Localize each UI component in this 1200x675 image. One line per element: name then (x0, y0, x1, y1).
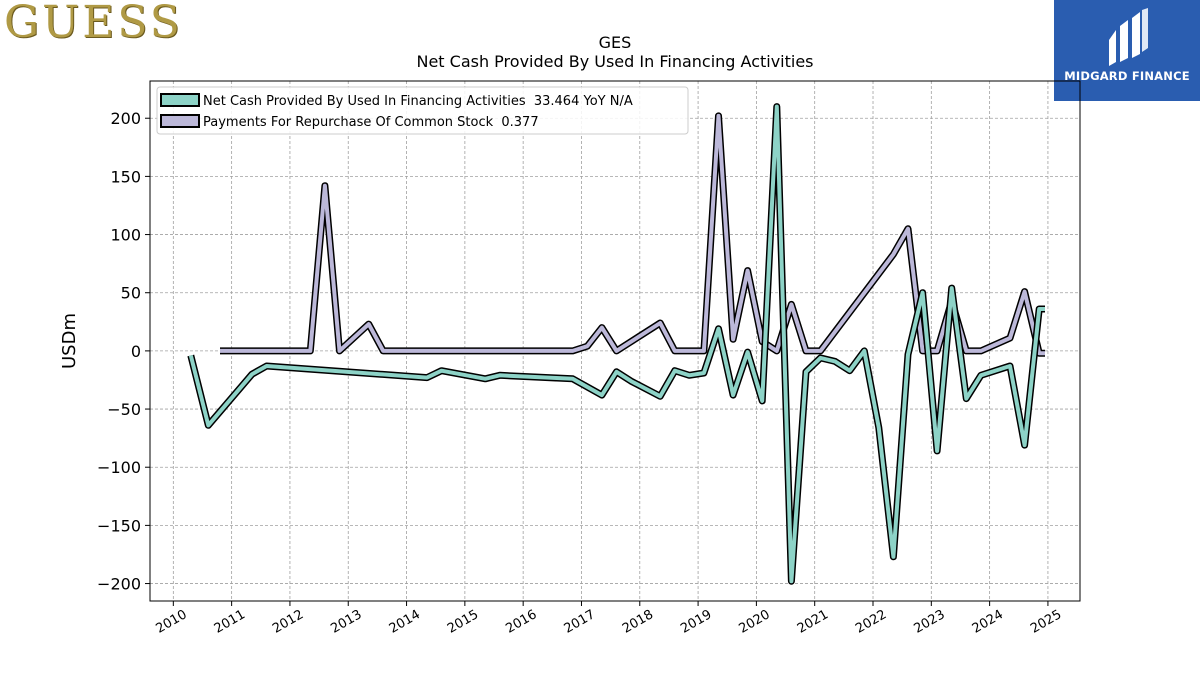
series-line-payments-for-repurchase-of-common-stock (220, 113, 1045, 356)
y-tick-label: −100 (97, 458, 141, 477)
y-tick-label: 150 (110, 167, 141, 186)
x-tick-label: 2017 (562, 607, 598, 637)
brand-logo: GUESS (4, 0, 183, 48)
x-axis: 2010 2011 2012 2013 2014 2015 2016 2017 2018 2019… (153, 601, 1064, 637)
y-tick-label: −150 (97, 516, 141, 535)
x-tick-label: 2013 (328, 607, 364, 637)
legend-swatch (160, 93, 200, 107)
x-tick-label: 2012 (270, 607, 306, 637)
x-tick-label: 2025 (1028, 607, 1064, 637)
series-line-net-cash-provided-by-used-in-financing-activities (188, 104, 1045, 584)
y-axis: −200 −150 −100 −50 0 50 100 150 200 (97, 109, 150, 594)
y-tick-label: 200 (110, 109, 141, 128)
x-tick-label: 2022 (853, 607, 889, 637)
partner-logo-name: MIDGARD FINANCE (1064, 69, 1190, 83)
legend-label: Payments For Repurchase Of Common Stock … (203, 115, 539, 130)
chart-title-ticker: GES (598, 33, 632, 52)
y-tick-label: 100 (110, 226, 141, 245)
series-lines (187, 103, 1045, 585)
legend-swatch (160, 114, 200, 128)
legend-box (156, 86, 689, 135)
partner-logo: MIDGARD FINANCE (1054, 0, 1200, 101)
grid (150, 81, 1080, 601)
x-tick-label: 2018 (620, 607, 656, 637)
legend: Net Cash Provided By Used In Financing A… (156, 86, 689, 135)
x-tick-label: 2014 (387, 607, 423, 637)
x-tick-label: 2020 (737, 607, 773, 637)
x-tick-label: 2024 (970, 607, 1006, 637)
plot-frame (149, 80, 1081, 602)
y-tick-label: 50 (121, 284, 141, 303)
x-tick-label: 2019 (678, 607, 714, 637)
x-tick-label: 2015 (445, 607, 481, 637)
y-tick-label: 0 (131, 342, 141, 361)
chart-title: Net Cash Provided By Used In Financing A… (416, 52, 814, 71)
partner-logo-mark-icon (1109, 8, 1148, 66)
y-axis-label: USDm (59, 313, 80, 369)
x-tick-label: 2021 (795, 607, 831, 637)
y-tick-label: −50 (107, 400, 141, 419)
x-tick-label: 2016 (503, 607, 539, 637)
x-tick-label: 2011 (212, 607, 248, 637)
legend-label: Net Cash Provided By Used In Financing A… (203, 94, 633, 109)
x-tick-label: 2023 (911, 607, 947, 637)
series-outline-net-cash-provided-by-used-in-financing-activities (187, 103, 1045, 585)
x-tick-label: 2010 (153, 607, 189, 637)
y-tick-label: −200 (97, 575, 141, 594)
